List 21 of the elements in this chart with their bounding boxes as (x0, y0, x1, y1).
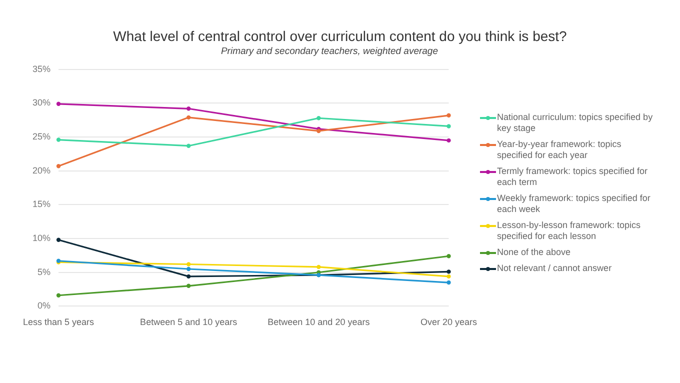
legend-label: Lesson-by-lesson framework: topics specified for each lesson (497, 220, 642, 242)
legend-label: Weekly framework: topics specified for each week (497, 193, 652, 215)
y-tick-label: 30% (32, 98, 51, 108)
x-tick-label: Less than 5 years (23, 317, 95, 328)
legend-label: None of the above (497, 247, 571, 258)
chart-title: What level of central control over curriculum content do you think is best? (112, 28, 568, 44)
y-tick-label: 15% (32, 199, 51, 210)
legend-label: National curriculum: topics specified by key stage (497, 112, 654, 134)
y-tick-label: 20% (32, 165, 51, 176)
x-tick-label: Over 20 years (420, 317, 478, 328)
y-tick-label: 0% (38, 300, 51, 311)
x-tick-label: Between 5 and 10 years (140, 317, 238, 328)
y-tick-label: 5% (38, 266, 51, 277)
y-tick-label: 10% (32, 233, 51, 244)
legend-label: Year-by-year framework: topics specified for each year (497, 139, 622, 161)
y-tick-label: 25% (32, 132, 51, 142)
legend-label: Termly framework: topics specified for each term (497, 166, 649, 188)
y-tick-label: 35% (32, 64, 51, 74)
chart-subtitle: Primary and secondary teachers, weighted average (220, 46, 438, 57)
legend-label: Not relevant / cannot answer (497, 263, 612, 274)
x-tick-label: Between 10 and 20 years (268, 317, 370, 328)
